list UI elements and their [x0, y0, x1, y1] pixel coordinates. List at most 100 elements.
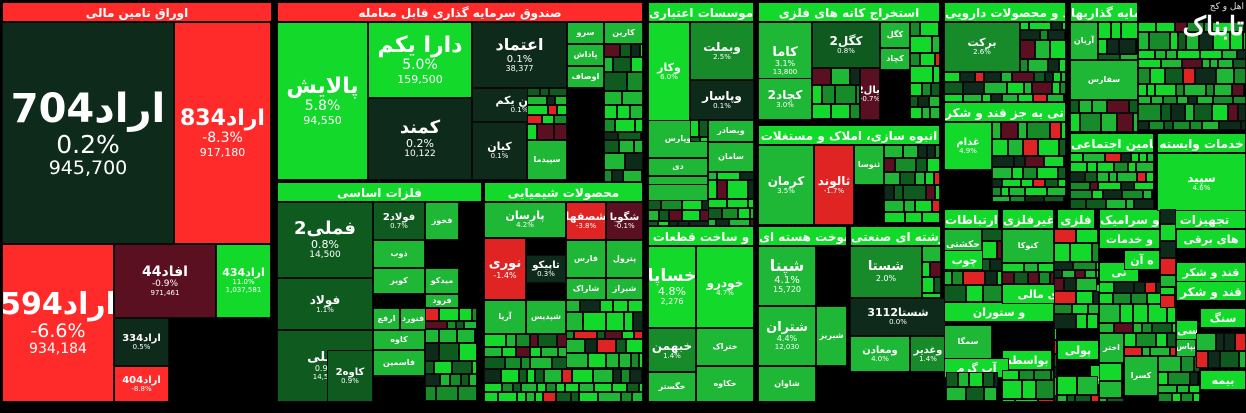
stock-tile[interactable]: کمند 0.2% 10,122	[368, 98, 472, 180]
small-stock-tile[interactable]	[1196, 333, 1216, 351]
small-stock-tile[interactable]	[1202, 59, 1210, 68]
small-stock-tile[interactable]	[593, 369, 613, 383]
small-stock-tile[interactable]	[541, 347, 558, 357]
small-stock-tile[interactable]	[425, 321, 447, 329]
stock-tile[interactable]: فارس	[566, 240, 606, 278]
small-stock-tile[interactable]	[1023, 167, 1037, 179]
small-stock-tile[interactable]	[535, 392, 543, 402]
small-stock-tile[interactable]	[543, 392, 556, 402]
small-stock-tile[interactable]	[727, 180, 748, 199]
small-stock-tile[interactable]	[1106, 199, 1126, 209]
small-stock-tile[interactable]	[1128, 162, 1136, 172]
small-stock-tile[interactable]	[631, 57, 643, 72]
small-stock-tile[interactable]	[484, 347, 502, 357]
small-stock-tile[interactable]	[952, 271, 963, 285]
small-stock-tile[interactable]	[1012, 72, 1034, 82]
small-stock-tile[interactable]	[708, 219, 716, 226]
small-stock-tile[interactable]	[519, 369, 527, 383]
small-stock-tile[interactable]	[1121, 182, 1134, 190]
small-stock-tile[interactable]	[1134, 282, 1145, 293]
small-stock-tile[interactable]	[960, 72, 975, 82]
small-stock-tile[interactable]	[498, 392, 517, 402]
small-stock-tile[interactable]	[916, 158, 927, 172]
small-stock-tile[interactable]	[1138, 50, 1155, 59]
small-stock-tile[interactable]	[626, 339, 643, 353]
small-stock-tile[interactable]	[1090, 182, 1098, 190]
small-stock-tile[interactable]	[1044, 196, 1064, 202]
small-stock-tile[interactable]	[1054, 270, 1062, 278]
small-stock-tile[interactable]	[612, 383, 627, 392]
small-stock-tile[interactable]	[527, 369, 535, 383]
small-stock-tile[interactable]	[1126, 199, 1134, 209]
small-stock-tile[interactable]	[516, 334, 530, 347]
small-stock-tile[interactable]	[1020, 30, 1040, 40]
small-stock-tile[interactable]	[1172, 393, 1181, 402]
stock-tile[interactable]: اراد594 -6.6% 934,184	[2, 244, 114, 402]
small-stock-tile[interactable]	[566, 300, 580, 312]
small-stock-tile[interactable]	[506, 334, 516, 347]
small-stock-tile[interactable]	[640, 44, 643, 57]
small-stock-tile[interactable]	[1058, 179, 1066, 187]
small-stock-tile[interactable]	[1054, 314, 1076, 329]
small-stock-tile[interactable]	[1185, 104, 1194, 121]
small-stock-tile[interactable]	[1035, 40, 1050, 59]
small-stock-tile[interactable]	[1054, 262, 1073, 270]
small-stock-tile[interactable]	[1018, 122, 1027, 139]
small-stock-tile[interactable]	[1138, 22, 1156, 32]
small-stock-tile[interactable]	[1093, 291, 1099, 304]
small-stock-tile[interactable]	[930, 262, 941, 277]
small-stock-tile[interactable]	[425, 361, 434, 374]
small-stock-tile[interactable]	[991, 94, 1002, 102]
stock-tile[interactable]: وبملت 2.5%	[690, 22, 754, 80]
stock-tile[interactable]: دارا یکم 5.0% 159,500	[368, 22, 472, 98]
small-stock-tile[interactable]	[425, 329, 439, 343]
small-stock-tile[interactable]	[598, 392, 621, 402]
stock-tile[interactable]: اعتماد 0.1% 38,377	[472, 22, 567, 88]
small-stock-tile[interactable]	[922, 277, 934, 293]
small-stock-tile[interactable]	[1160, 275, 1176, 287]
small-stock-tile[interactable]	[1138, 32, 1149, 50]
small-stock-tile[interactable]	[982, 259, 990, 271]
small-stock-tile[interactable]	[932, 36, 940, 53]
small-stock-tile[interactable]	[1137, 172, 1146, 182]
small-stock-tile[interactable]	[1172, 323, 1176, 333]
small-stock-tile[interactable]	[944, 94, 963, 102]
stock-tile[interactable]: ومعادن 4.0%	[850, 336, 910, 372]
small-stock-tile[interactable]	[1228, 104, 1238, 121]
small-stock-tile[interactable]	[1149, 121, 1164, 130]
small-stock-tile[interactable]	[556, 392, 571, 402]
small-stock-tile[interactable]	[1054, 354, 1057, 367]
small-stock-tile[interactable]	[547, 96, 555, 105]
small-stock-tile[interactable]	[1156, 333, 1167, 347]
small-stock-tile[interactable]	[631, 44, 640, 57]
small-stock-tile[interactable]	[1142, 323, 1152, 333]
small-stock-tile[interactable]	[1091, 395, 1099, 402]
small-stock-tile[interactable]	[910, 36, 932, 53]
small-stock-tile[interactable]	[1083, 153, 1105, 162]
small-stock-tile[interactable]	[915, 200, 932, 212]
small-stock-tile[interactable]	[633, 312, 643, 331]
small-stock-tile[interactable]	[1087, 314, 1098, 329]
small-stock-tile[interactable]	[738, 208, 750, 219]
small-stock-tile[interactable]	[1124, 333, 1136, 347]
small-stock-tile[interactable]	[639, 353, 643, 368]
small-stock-tile[interactable]	[1062, 270, 1075, 278]
small-stock-tile[interactable]	[922, 83, 931, 96]
small-stock-tile[interactable]	[1099, 323, 1114, 333]
small-stock-tile[interactable]	[1167, 333, 1176, 347]
small-stock-tile[interactable]	[1160, 241, 1176, 258]
stock-tile[interactable]: شستا 2.0%	[850, 246, 922, 298]
small-stock-tile[interactable]	[905, 212, 922, 223]
small-stock-tile[interactable]	[1002, 370, 1019, 380]
small-stock-tile[interactable]	[682, 200, 702, 210]
small-stock-tile[interactable]	[922, 262, 930, 277]
small-stock-tile[interactable]	[1122, 190, 1143, 199]
small-stock-tile[interactable]	[1051, 370, 1054, 380]
small-stock-tile[interactable]	[658, 221, 669, 226]
small-stock-tile[interactable]	[992, 156, 1014, 167]
small-stock-tile[interactable]	[648, 200, 661, 210]
small-stock-tile[interactable]	[1028, 59, 1048, 72]
small-stock-tile[interactable]	[992, 139, 1008, 156]
small-stock-tile[interactable]	[708, 208, 722, 219]
stock-tile[interactable]: فملی2 0.8% 14,500	[277, 202, 373, 278]
